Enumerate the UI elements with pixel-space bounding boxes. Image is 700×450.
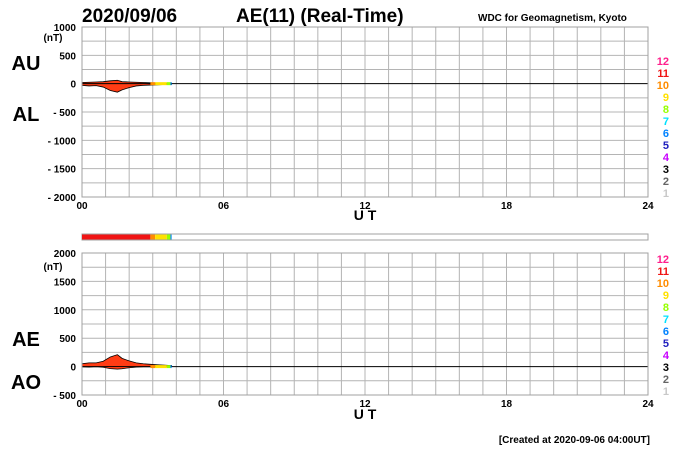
- station-count-legend-item: 3: [663, 362, 669, 374]
- ae-ao-grid: [82, 253, 648, 395]
- station-tail-segment: [170, 365, 172, 369]
- station-tail-segment: [166, 82, 171, 86]
- station-bar-segment: [170, 234, 172, 240]
- x-tick-label: 18: [501, 201, 513, 212]
- station-count-legend-item: 3: [663, 164, 669, 176]
- station-count-legend-item: 8: [663, 302, 669, 314]
- y-tick-label: 1000: [54, 23, 77, 34]
- y-tick-label: - 500: [53, 108, 76, 119]
- station-count-legend-item: 11: [657, 68, 669, 80]
- station-count-legend-item: 6: [663, 326, 669, 338]
- station-bar-segment: [155, 234, 167, 240]
- station-count-legend-item: 11: [657, 266, 669, 278]
- station-count-legend-item: 4: [663, 152, 670, 164]
- station-tail-segment: [170, 82, 172, 86]
- station-count-legend-item: 1: [663, 386, 669, 398]
- station-count-legend-item: 2: [663, 374, 669, 386]
- au-al-unit: (nT): [44, 33, 63, 44]
- ae-ao-xlabel: U T: [354, 406, 377, 422]
- au-al-grid: [82, 27, 648, 197]
- y-tick-label: - 1000: [48, 136, 77, 147]
- ae-ao-y-ticks: 2000 1500 1000 500 0 - 500: [53, 249, 76, 402]
- au-al-data: [81, 79, 173, 93]
- station-bar-segment: [82, 234, 151, 240]
- au-al-y-ticks: 1000 500 0 - 500 - 1000 - 1500 - 2000: [48, 23, 77, 204]
- al-series-label: AL: [13, 104, 40, 126]
- y-tick-label: 1000: [54, 306, 77, 317]
- station-bar-segment: [166, 234, 171, 240]
- y-tick-label: 1500: [54, 277, 77, 288]
- station-count-legend-item: 1: [663, 188, 669, 200]
- station-tail-segment: [150, 365, 156, 369]
- y-tick-label: - 500: [53, 391, 76, 402]
- x-tick-label: 06: [218, 399, 230, 410]
- station-count-legend-item: 12: [657, 56, 669, 68]
- au-series-label: AU: [12, 53, 41, 75]
- x-tick-label: 18: [501, 399, 513, 410]
- station-count-legend-item: 2: [663, 176, 669, 188]
- ae-series-label: AE: [12, 329, 40, 351]
- station-count-legend-item: 9: [663, 290, 669, 302]
- station-count-legend-item: 8: [663, 104, 669, 116]
- ae-series-area: [81, 354, 173, 367]
- station-tail-segment: [155, 365, 167, 369]
- ae-ao-unit: (nT): [44, 262, 63, 273]
- au-al-xlabel: U T: [354, 207, 377, 223]
- x-tick-label: 00: [76, 399, 88, 410]
- station-count-legend-item: 5: [663, 140, 669, 152]
- x-tick-label: 24: [642, 399, 654, 410]
- station-tail-segment: [166, 365, 171, 369]
- station-count-legend-item: 7: [663, 314, 669, 326]
- y-tick-label: - 1500: [48, 165, 77, 176]
- ao-series-label: AO: [11, 372, 41, 394]
- station-tail-segment: [155, 82, 167, 86]
- y-tick-label: 0: [70, 363, 76, 374]
- station-tail-segment: [150, 82, 156, 86]
- x-tick-label: 06: [218, 201, 230, 212]
- station-count-legend-item: 10: [657, 80, 669, 92]
- station-count-legend-item: 5: [663, 338, 669, 350]
- y-tick-label: 2000: [54, 249, 77, 260]
- station-count-bar: [81, 233, 649, 241]
- x-tick-label: 00: [76, 201, 88, 212]
- y-tick-label: 500: [59, 334, 76, 345]
- y-tick-label: 0: [70, 80, 76, 91]
- au-al-panel: 1000 500 0 - 500 - 1000 - 1500 - 2000 00 06 12 18…: [12, 23, 654, 223]
- x-tick-label: 24: [642, 201, 654, 212]
- chart-date: 2020/09/06: [82, 6, 177, 27]
- station-count-legend-item: 9: [663, 92, 669, 104]
- station-bar-segment: [150, 234, 156, 240]
- ae-ao-x-ticks: 00 06 12 18 24: [76, 399, 654, 410]
- data-source: WDC for Geomagnetism, Kyoto: [478, 13, 627, 24]
- au-al-x-ticks: 00 06 12 18 24: [76, 201, 654, 212]
- station-count-legend-item: 10: [657, 278, 669, 290]
- station-count-legend-item: 12: [657, 254, 669, 266]
- ae-ao-data: [81, 354, 173, 370]
- station-count-legend-item: 7: [663, 116, 669, 128]
- chart-title: AE(11) (Real-Time): [236, 6, 404, 27]
- x-tick-label: 12: [359, 399, 371, 410]
- au-al-frame: [81, 26, 649, 198]
- x-tick-label: 12: [359, 201, 371, 212]
- created-timestamp: [Created at 2020-09-06 04:00UT]: [499, 435, 650, 446]
- y-tick-label: - 2000: [48, 193, 77, 204]
- ae-ao-panel: 2000 1500 1000 500 0 - 500 00 06 12 18 24 (nT) U …: [11, 249, 654, 422]
- station-count-legend-item: 6: [663, 128, 669, 140]
- ae-ao-frame: [81, 252, 649, 396]
- station-count-legend-item: 4: [663, 350, 670, 362]
- y-tick-label: 500: [59, 51, 76, 62]
